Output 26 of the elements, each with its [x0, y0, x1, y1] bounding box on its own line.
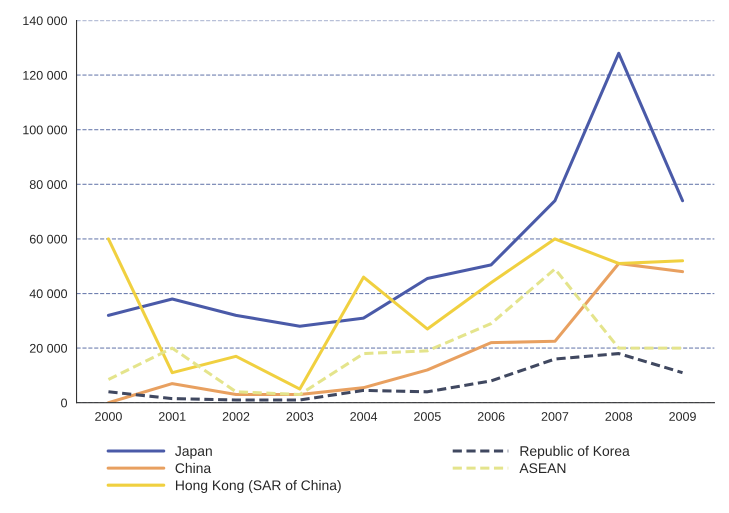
x-tick-label: 2009 [669, 412, 696, 421]
y-tick-label: 60 000 [30, 234, 68, 244]
x-tick-label: 2006 [478, 412, 505, 421]
x-tick-label: 2007 [542, 412, 568, 421]
x-tick-label: 2000 [95, 412, 122, 421]
x-tick-label: 2005 [414, 412, 441, 421]
x-tick-label: 2004 [350, 412, 378, 421]
legend-label: Republic of Korea [520, 446, 630, 459]
legend-label: Hong Kong (SAR of China) [176, 480, 341, 493]
x-tick-label: 2001 [158, 412, 186, 421]
y-tick-label: 100 000 [23, 126, 68, 134]
y-tick-label: 0 [61, 398, 68, 408]
x-tick-label: 2008 [605, 412, 632, 421]
y-tick-label: 120 000 [23, 70, 68, 80]
x-tick-label: 2003 [286, 412, 314, 421]
y-tick-label: 40 000 [30, 289, 68, 298]
x-tick-label: 2002 [222, 412, 250, 421]
legend-label: Japan [175, 446, 212, 459]
legend-label: ASEAN [519, 463, 566, 474]
line-series [106, 52, 684, 328]
y-tick-label: 140 000 [23, 16, 68, 26]
line-series [106, 237, 684, 391]
y-tick-label: 80 000 [30, 180, 68, 189]
line-series [106, 352, 684, 402]
y-tick-label: 20 000 [30, 344, 68, 353]
legend-label: China [176, 462, 212, 474]
